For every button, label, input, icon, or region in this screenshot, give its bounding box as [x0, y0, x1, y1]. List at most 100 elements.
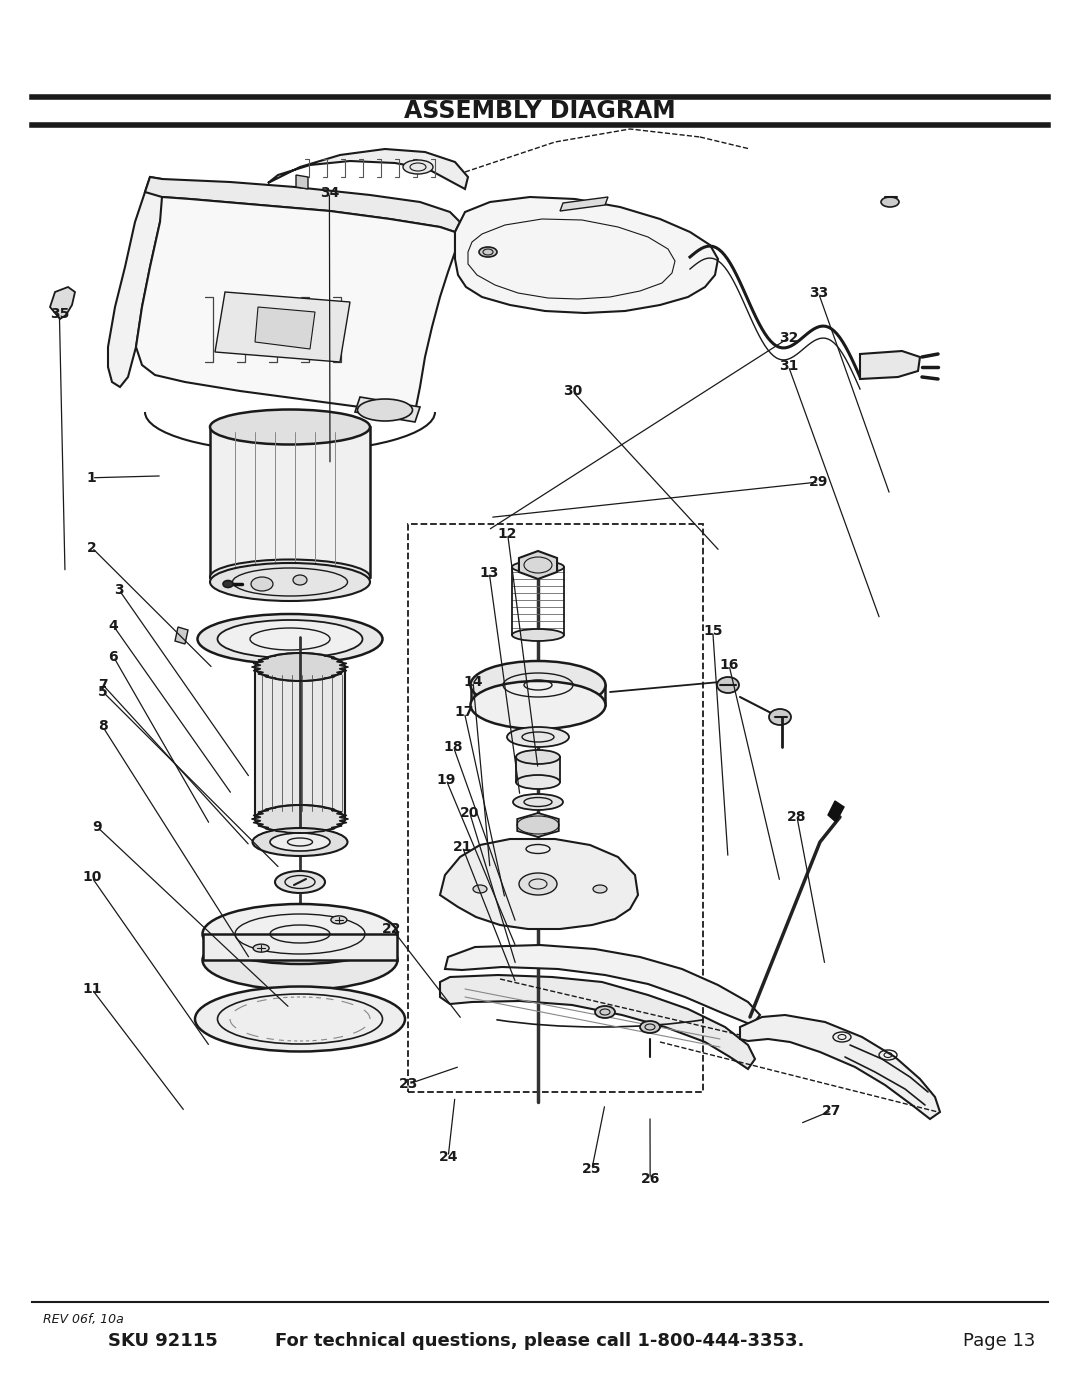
Polygon shape — [440, 840, 638, 929]
Text: 22: 22 — [382, 922, 402, 936]
Ellipse shape — [512, 629, 564, 641]
Polygon shape — [471, 685, 605, 705]
Text: 21: 21 — [453, 840, 472, 854]
Ellipse shape — [275, 870, 325, 893]
Polygon shape — [440, 975, 755, 1069]
Polygon shape — [215, 292, 350, 362]
Ellipse shape — [769, 710, 791, 725]
Text: 3: 3 — [114, 583, 123, 597]
Text: 25: 25 — [582, 1162, 602, 1176]
Polygon shape — [203, 935, 397, 960]
Text: 11: 11 — [82, 982, 102, 996]
Text: 30: 30 — [563, 384, 582, 398]
Text: 16: 16 — [719, 658, 739, 672]
Polygon shape — [561, 197, 608, 211]
Polygon shape — [255, 307, 315, 349]
Text: 26: 26 — [640, 1172, 660, 1186]
Ellipse shape — [203, 904, 397, 964]
Ellipse shape — [403, 161, 433, 175]
Ellipse shape — [255, 652, 345, 680]
Text: 13: 13 — [480, 566, 499, 580]
Text: 34: 34 — [320, 186, 339, 200]
Text: 8: 8 — [97, 719, 108, 733]
Ellipse shape — [253, 944, 269, 953]
Ellipse shape — [357, 400, 413, 420]
Ellipse shape — [210, 563, 370, 601]
Ellipse shape — [473, 886, 487, 893]
Text: 19: 19 — [436, 773, 456, 787]
Polygon shape — [355, 397, 420, 422]
Ellipse shape — [222, 581, 233, 588]
Text: 27: 27 — [822, 1104, 841, 1118]
Text: 32: 32 — [779, 331, 798, 345]
Polygon shape — [828, 800, 843, 821]
Polygon shape — [860, 351, 920, 379]
Ellipse shape — [210, 409, 370, 444]
Ellipse shape — [217, 620, 363, 658]
Text: SKU 92115: SKU 92115 — [108, 1331, 218, 1350]
Text: REV 06f, 10a: REV 06f, 10a — [43, 1313, 124, 1326]
Polygon shape — [296, 175, 308, 189]
Text: 14: 14 — [463, 675, 483, 689]
Polygon shape — [268, 149, 468, 189]
Ellipse shape — [595, 1006, 615, 1018]
Text: 18: 18 — [444, 740, 463, 754]
Ellipse shape — [513, 793, 563, 810]
Polygon shape — [145, 177, 460, 232]
Ellipse shape — [717, 678, 739, 693]
Text: 23: 23 — [399, 1077, 418, 1091]
Text: 20: 20 — [460, 806, 480, 820]
Text: 31: 31 — [779, 359, 798, 373]
Text: 28: 28 — [787, 810, 807, 824]
Text: 4: 4 — [108, 619, 119, 633]
Polygon shape — [210, 427, 370, 577]
Ellipse shape — [516, 750, 561, 764]
Text: For technical questions, please call 1-800-444-3353.: For technical questions, please call 1-8… — [275, 1331, 805, 1350]
Text: 2: 2 — [86, 541, 97, 555]
Polygon shape — [740, 1016, 940, 1119]
Ellipse shape — [516, 775, 561, 789]
Text: 5: 5 — [97, 685, 108, 698]
Ellipse shape — [640, 1021, 660, 1032]
Ellipse shape — [210, 560, 370, 595]
Ellipse shape — [471, 661, 606, 710]
Ellipse shape — [881, 197, 899, 207]
Ellipse shape — [270, 833, 330, 851]
Ellipse shape — [519, 873, 557, 895]
Ellipse shape — [195, 986, 405, 1052]
Ellipse shape — [516, 841, 561, 856]
Ellipse shape — [203, 930, 397, 990]
Text: 29: 29 — [809, 475, 828, 489]
Text: ASSEMBLY DIAGRAM: ASSEMBLY DIAGRAM — [404, 99, 676, 123]
Text: 17: 17 — [455, 705, 474, 719]
Polygon shape — [455, 197, 718, 313]
Polygon shape — [136, 197, 455, 412]
Polygon shape — [50, 286, 75, 319]
Polygon shape — [519, 550, 557, 578]
Text: 1: 1 — [86, 471, 97, 485]
Text: 33: 33 — [809, 286, 828, 300]
Text: 15: 15 — [703, 624, 723, 638]
Polygon shape — [445, 944, 760, 1025]
Ellipse shape — [471, 680, 606, 729]
Ellipse shape — [507, 726, 569, 747]
Ellipse shape — [330, 916, 347, 923]
Text: 6: 6 — [109, 650, 118, 664]
Text: 35: 35 — [50, 307, 69, 321]
Text: 9: 9 — [93, 820, 102, 834]
Polygon shape — [516, 757, 561, 782]
Ellipse shape — [480, 247, 497, 257]
Text: 24: 24 — [438, 1150, 458, 1164]
Ellipse shape — [251, 577, 273, 591]
Text: Page 13: Page 13 — [962, 1331, 1036, 1350]
Polygon shape — [517, 813, 558, 837]
Ellipse shape — [512, 562, 564, 573]
Text: 7: 7 — [98, 678, 107, 692]
Text: 10: 10 — [82, 870, 102, 884]
Ellipse shape — [293, 576, 307, 585]
Polygon shape — [255, 666, 345, 819]
Ellipse shape — [593, 886, 607, 893]
Ellipse shape — [255, 805, 345, 833]
Text: 12: 12 — [498, 527, 517, 541]
Polygon shape — [108, 177, 168, 387]
